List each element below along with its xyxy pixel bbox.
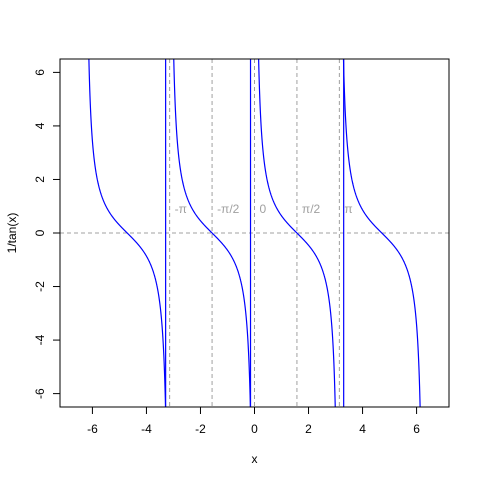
annotation-label: -π (175, 202, 187, 216)
y-axis: -6 -4 -2 0 2 4 6 (33, 69, 61, 399)
y-tick-label: 2 (33, 176, 47, 183)
x-tick-label: 0 (251, 422, 258, 436)
annotation-label: π (344, 202, 352, 216)
y-tick-label: -4 (33, 334, 47, 345)
reference-lines (60, 59, 449, 407)
x-tick-label: 2 (305, 422, 312, 436)
y-tick-label: -6 (33, 388, 47, 399)
y-tick-label: -2 (33, 281, 47, 292)
y-tick-label: 6 (33, 69, 47, 76)
x-tick-label: -6 (87, 422, 98, 436)
annotation-label: π/2 (302, 202, 321, 216)
x-tick-label: -2 (195, 422, 206, 436)
annotations: -π -π/2 0 π/2 π (175, 202, 353, 216)
annotation-label: -π/2 (217, 202, 240, 216)
x-tick-label: 4 (359, 422, 366, 436)
series-line (88, 59, 421, 407)
y-tick-label: 0 (33, 229, 47, 236)
x-tick-label: 6 (413, 422, 420, 436)
plot-frame (59, 58, 450, 408)
asymptote-lines (165, 59, 345, 407)
x-axis: -6 -4 -2 0 2 4 6 (87, 406, 420, 436)
y-axis-title: 1/tan(x) (5, 213, 19, 254)
series-curves (88, 59, 421, 407)
x-tick-label: -4 (141, 422, 152, 436)
y-tick-label: 4 (33, 122, 47, 129)
x-axis-title: x (252, 452, 258, 466)
annotation-label: 0 (260, 202, 267, 216)
